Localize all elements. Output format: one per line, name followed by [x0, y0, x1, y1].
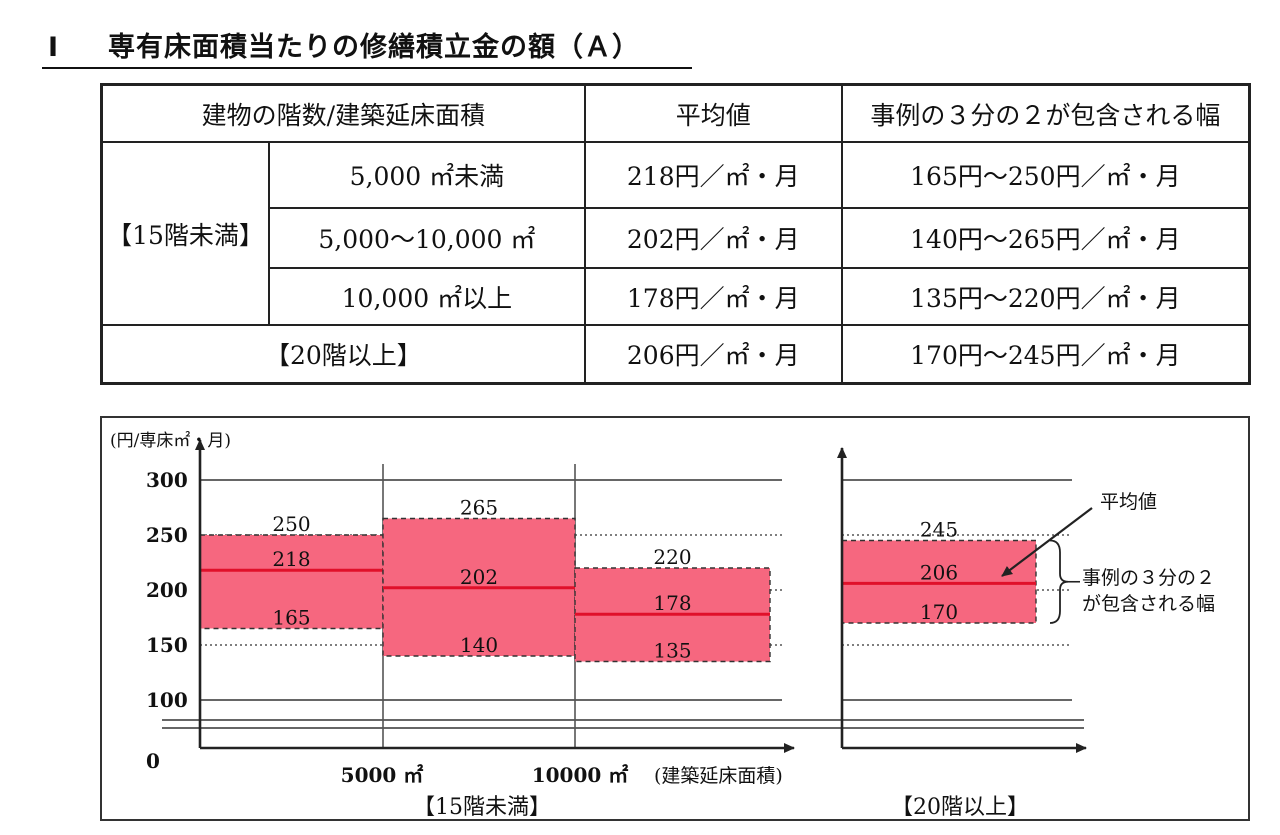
- table-cell-range: 135円～220円／㎡・月: [840, 267, 1251, 326]
- annotation-arrow: [1001, 507, 1093, 577]
- annotation-range-line1: 事例の３分の２: [1082, 567, 1215, 589]
- header-range: 事例の３分の２が包含される幅: [840, 83, 1251, 143]
- section-title: 専有床面積当たりの修繕積立金の額（Ａ）: [108, 32, 640, 63]
- annotation-average: 平均値: [1100, 491, 1157, 513]
- data-label-high: 265: [460, 496, 498, 520]
- chart-frame: 250 218 165 265 202 140 220 178 135 245 206 170 300 2…: [100, 416, 1250, 821]
- group-20plus: 【20階以上】: [100, 324, 586, 385]
- y-tick-label: 150: [146, 633, 188, 657]
- y-tick-label: 200: [146, 578, 188, 602]
- table-cell-range: 165円～250円／㎡・月: [840, 141, 1251, 209]
- table-cell-average: 218円／㎡・月: [583, 141, 843, 209]
- y-tick-label: 100: [146, 688, 188, 712]
- standard-table: 建物の階数/建築延床面積 平均値 事例の３分の２が包含される幅 【15階未満】 …: [100, 83, 1251, 385]
- range-band: [841, 539, 1037, 624]
- data-label-average: 178: [653, 591, 691, 615]
- header-floors-area: 建物の階数/建築延床面積: [100, 83, 586, 143]
- range-chart: 250 218 165 265 202 140 220 178 135 245 206 170 300 2…: [110, 431, 1215, 819]
- data-label-low: 165: [272, 606, 310, 630]
- header-average: 平均値: [583, 83, 843, 143]
- x-tick-label: 10000 ㎡: [532, 763, 629, 787]
- data-label-low: 170: [920, 600, 958, 624]
- group-label-under15: 【15階未満】: [413, 795, 551, 819]
- chart-labels: 250 218 165 265 202 140 220 178 135 245 206 170 300 2…: [110, 431, 1215, 819]
- range-band: [199, 534, 384, 630]
- data-label-low: 140: [460, 633, 498, 657]
- group-under15: 【15階未満】: [100, 141, 270, 326]
- annotation-range-line2: が包含される幅: [1082, 593, 1215, 615]
- y-tick-label: 0: [146, 749, 160, 773]
- data-label-high: 220: [653, 545, 691, 569]
- x-tick-label: 5000 ㎡: [341, 763, 424, 787]
- table-cell-range: 140円～265円／㎡・月: [840, 207, 1251, 269]
- table-cell-range: 170円～245円／㎡・月: [840, 324, 1251, 385]
- data-label-average: 218: [272, 547, 310, 571]
- chart-bands: [199, 517, 1037, 663]
- x-axis-label: (建築延床面積): [654, 765, 783, 787]
- section-number: Ⅰ: [48, 32, 60, 63]
- table-cell-average: 206円／㎡・月: [583, 324, 843, 385]
- data-label-average: 206: [920, 560, 958, 584]
- section-heading: Ⅰ 専有床面積当たりの修繕積立金の額（Ａ）: [42, 30, 692, 69]
- data-label-high: 245: [920, 518, 958, 542]
- table-cell-average: 202円／㎡・月: [583, 207, 843, 269]
- table-cell-area: 5,000 ㎡未満: [268, 141, 586, 209]
- data-label-low: 135: [653, 639, 691, 663]
- group-label-20plus: 【20階以上】: [891, 795, 1029, 819]
- y-tick-label: 300: [146, 468, 188, 492]
- chart-axes: [195, 439, 1093, 753]
- table-cell-area: 5,000～10,000 ㎡: [268, 207, 586, 269]
- data-label-average: 202: [460, 565, 498, 589]
- y-tick-label: 250: [146, 523, 188, 547]
- table-cell-average: 178円／㎡・月: [583, 267, 843, 326]
- data-label-high: 250: [272, 512, 310, 536]
- y-unit-label: (円/専床㎡・月): [110, 431, 231, 451]
- range-brace: [1049, 539, 1069, 624]
- table-cell-area: 10,000 ㎡以上: [268, 267, 586, 326]
